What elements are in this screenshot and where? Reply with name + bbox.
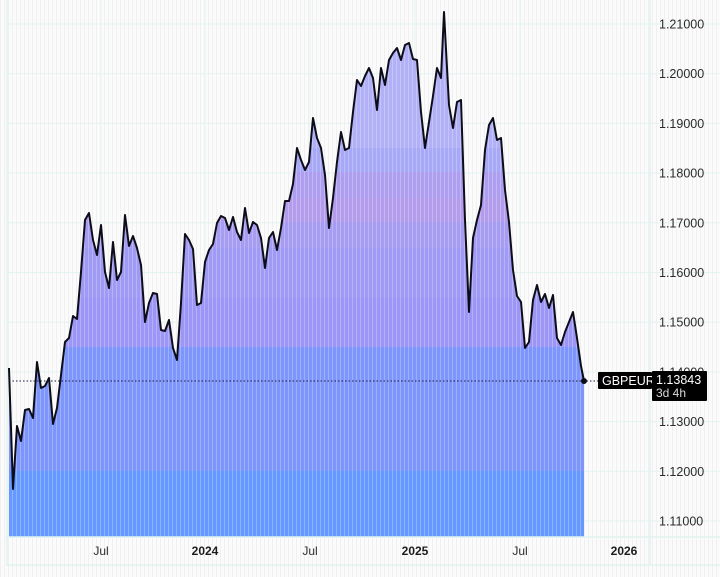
y-tick-label: 1.21000 <box>659 18 704 32</box>
y-tick-label: 1.16000 <box>659 266 704 280</box>
last-price-tag[interactable]: GBPEUR 1.13843 3d 4h <box>598 371 707 401</box>
symbol-tag-bg <box>598 372 652 389</box>
symbol-label: GBPEUR <box>602 374 655 388</box>
y-tick-label: 1.12000 <box>659 465 704 479</box>
y-tick-label: 1.19000 <box>659 117 704 131</box>
x-tick-label: Jul <box>512 544 527 558</box>
y-axis-labels: 1.21000 1.20000 1.19000 1.18000 1.17000 1.160… <box>659 18 704 529</box>
price-line <box>8 11 585 490</box>
x-tick-label: Jul <box>93 544 108 558</box>
price-tag-bg <box>652 371 707 401</box>
x-tick-label: 2024 <box>192 544 219 558</box>
x-tick-label: Jul <box>302 544 317 558</box>
countdown-label: 3d 4h <box>656 386 686 400</box>
last-price-dot <box>581 378 587 384</box>
x-axis-labels: Jul 2024 Jul 2025 Jul 2026 <box>93 544 637 558</box>
x-tick-label: 2026 <box>611 544 638 558</box>
y-tick-label: 1.13000 <box>659 415 704 429</box>
y-tick-label: 1.18000 <box>659 167 704 181</box>
y-tick-label: 1.17000 <box>659 216 704 230</box>
last-price-value: 1.13843 <box>656 373 701 387</box>
y-tick-label: 1.20000 <box>659 67 704 81</box>
y-tick-label: 1.15000 <box>659 316 704 330</box>
x-tick-label: 2025 <box>402 544 429 558</box>
y-tick-label: 1.11000 <box>659 515 703 529</box>
